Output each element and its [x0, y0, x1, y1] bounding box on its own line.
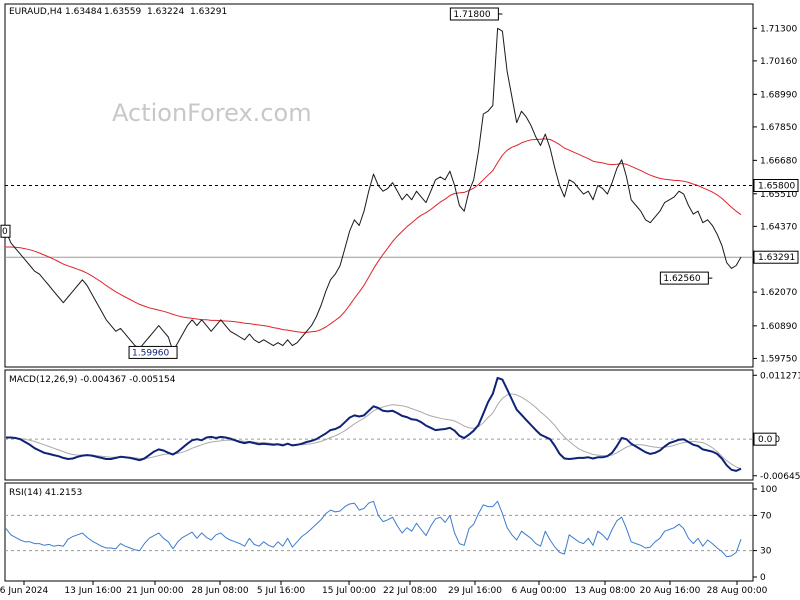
moving-average-line: [6, 138, 742, 333]
time-axis-label: 13 Jun 16:00: [64, 586, 121, 596]
rsi-pane[interactable]: 100 70 30 0 RSI(14) 41.2153: [4, 482, 777, 583]
price-axis-tick-label: 1.71300: [760, 24, 797, 34]
price-series-group: [5, 27, 742, 352]
rsi-level-lines: [5, 514, 753, 552]
time-axis-label: 29 Jul 16:00: [448, 586, 502, 596]
time-axis-label: 15 Jul 00:00: [322, 586, 376, 596]
price-pane[interactable]: ActionForex.com 1.71800 1.62560 1.59960 0 1…: [0, 3, 799, 368]
ohlc-high: 1.63559: [104, 7, 141, 17]
price-axis-tick-label: 1.62070: [760, 288, 797, 298]
price-line: [5, 27, 742, 352]
rsi-y-axis: 100 70 30 0: [753, 485, 777, 583]
time-axis-label: 20 Aug 16:00: [640, 586, 701, 596]
ohlc-open: 1.63484: [65, 7, 102, 17]
june-low-annotation: 1.59960: [128, 345, 178, 359]
price-axis-tick-label: 1.70160: [760, 57, 797, 67]
time-axis-label: 6 Jun 2024: [0, 586, 48, 596]
rsi-axis-tick-label: 70: [760, 511, 772, 521]
high-annotation: 1.71800: [449, 7, 499, 21]
level-price-tag: 1.65800: [753, 179, 799, 192]
price-y-axis: 1.71300 1.70160 1.68990 1.67850 1.66680 1.655…: [753, 24, 799, 364]
macd-main-line: [6, 376, 742, 472]
macd-zero-tag: 0.0: [753, 432, 777, 446]
rsi-pane-title: RSI(14) 41.2153: [9, 488, 82, 498]
macd-axis-tick-label: -0.006453: [760, 472, 800, 482]
price-axis-tick-label: 1.65510: [760, 190, 797, 200]
macd-axis-tick-label: 0.011271: [760, 371, 800, 381]
price-axis-tick-label: 1.59750: [760, 354, 797, 364]
current-price-tag-text: 1.63291: [758, 253, 795, 263]
high-annotation-box: [449, 7, 499, 21]
left-edge-tag-box: [0, 224, 11, 238]
price-axis-tick-label: 1.67850: [760, 123, 797, 133]
recent-low-annotation-text: 1.62560: [663, 274, 700, 284]
time-axis-label: 28 Jun 08:00: [191, 586, 248, 596]
left-edge-tag: 0: [0, 224, 11, 238]
recent-low-annotation: 1.62560: [659, 271, 709, 285]
rsi-pane-frame: [4, 482, 754, 582]
macd-pane-frame: [4, 369, 754, 481]
left-edge-tag-text: 0: [2, 227, 8, 237]
macd-zero-tag-box: [753, 432, 777, 446]
time-axis-label: 21 Jun 00:00: [126, 586, 183, 596]
recent-low-annotation-box: [659, 271, 709, 285]
rsi-series-group: [5, 500, 742, 558]
level-price-tag-box: [753, 179, 799, 192]
price-axis-tick-label: 1.60890: [760, 322, 797, 332]
rsi-axis-tick-label: 0: [760, 573, 766, 583]
price-annotations: 1.71800 1.62560 1.59960 0: [0, 7, 713, 359]
time-axis-label: 5 Jul 16:00: [257, 586, 306, 596]
macd-pane-title: MACD(12,26,9) -0.004367 -0.005154: [9, 375, 176, 385]
price-axis-tick-label: 1.66680: [760, 156, 797, 166]
current-price-tag: 1.63291: [753, 250, 799, 264]
time-axis-label: 13 Aug 08:00: [575, 586, 636, 596]
rsi-axis-tick-label: 30: [760, 547, 772, 557]
macd-y-axis: 0.0112710.00-0.0064530.0: [753, 371, 800, 482]
macd-pane[interactable]: 0.0112710.00-0.0064530.0 MACD(12,26,9) -…: [4, 369, 800, 482]
time-axis: 6 Jun 2024 13 Jun 16:00 21 Jun 00:00 28 Jun…: [0, 581, 768, 596]
level-price-tag-text: 1.65800: [758, 182, 795, 192]
price-axis-tick-label: 1.68990: [760, 90, 797, 100]
june-low-annotation-box: [128, 345, 178, 359]
current-price-tag-box: [753, 250, 799, 264]
ohlc-low: 1.63224: [147, 7, 184, 17]
time-axis-label: 28 Aug 00:00: [707, 586, 768, 596]
time-axis-label: 6 Aug 00:00: [512, 586, 567, 596]
high-annotation-text: 1.71800: [453, 10, 490, 20]
rsi-axis-tick-label: 100: [760, 485, 777, 495]
macd-series-group: [6, 376, 742, 472]
ohlc-readout: 1.63484 1.63559 1.63224 1.63291: [65, 7, 227, 17]
price-axis-tick-label: 1.64370: [760, 222, 797, 232]
june-low-annotation-text: 1.59960: [132, 348, 169, 358]
ohlc-close: 1.63291: [190, 7, 227, 17]
rsi-line: [5, 500, 742, 558]
watermark: ActionForex.com: [112, 99, 312, 127]
price-pane-title: EURAUD,H4: [9, 7, 62, 17]
time-axis-label: 22 Jul 08:00: [383, 586, 437, 596]
macd-zero-tag-text: 0.0: [758, 435, 773, 445]
price-level-lines: [5, 185, 753, 258]
